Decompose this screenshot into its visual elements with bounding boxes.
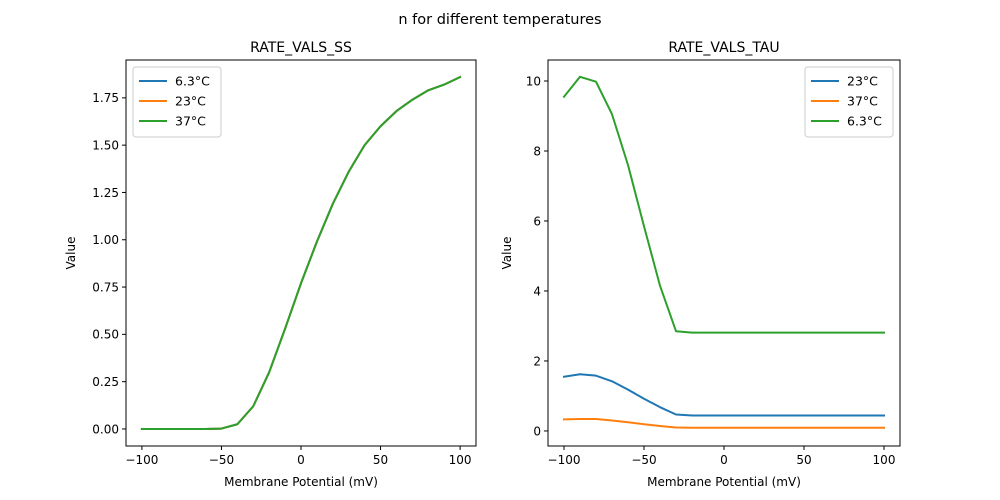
x-tick-label: 50 [796,453,811,467]
y-tick-label: 0 [533,424,541,438]
series-line-63C [562,75,885,334]
y-tick-label: 0.25 [92,375,119,389]
x-tick-label: 100 [449,453,472,467]
subplot-rate-vals-ss: RATE_VALS_SS Membrane Potential (mV) Val… [64,40,477,489]
x-tick-label: 100 [873,453,896,467]
x-tick-label: −100 [548,453,581,467]
y-tick-label: 4 [533,284,541,298]
x-tick-label: 50 [373,453,388,467]
legend-label: 6.3°C [175,74,210,89]
legend: 6.3°C 23°C 37°C [132,66,222,138]
x-axis-label: Membrane Potential (mV) [224,475,378,489]
y-axis-label: Value [64,237,78,270]
figure-suptitle: n for different temperatures [398,12,601,28]
legend: 23°C 37°C 6.3°C [804,66,894,138]
y-tick-label: 1.25 [92,186,119,200]
legend-label: 23°C [175,94,206,109]
series-line-37C [140,75,462,430]
x-tick-label: 0 [297,453,305,467]
y-tick-label: 1.50 [92,138,119,152]
x-tick-label: −100 [125,453,158,467]
y-tick-label: 1.00 [92,233,119,247]
y-tick-label: 10 [526,74,541,88]
x-tick-label: 0 [720,453,728,467]
legend-box [132,66,222,138]
subplot-title: RATE_VALS_TAU [668,40,779,56]
legend-label: 37°C [175,114,206,129]
y-tick-label: 2 [533,354,541,368]
legend-label: 23°C [847,74,878,89]
y-tick-label: 1.75 [92,91,119,105]
series-line-23C [562,373,885,417]
y-axis-label: Value [500,237,514,270]
subplot-rate-vals-tau: RATE_VALS_TAU Membrane Potential (mV) Va… [500,40,901,489]
legend-label: 37°C [847,94,878,109]
x-tick-label: −50 [631,453,656,467]
y-tick-label: 6 [533,214,541,228]
legend-label: 6.3°C [847,114,882,129]
y-tick-label: 0.75 [92,280,119,294]
y-tick-label: 0.50 [92,328,119,342]
x-tick-label: −50 [209,453,234,467]
x-axis-label: Membrane Potential (mV) [647,475,801,489]
subplot-title: RATE_VALS_SS [250,40,352,56]
y-tick-label: 8 [533,144,541,158]
legend-box [804,66,894,138]
series-line-37C [562,418,885,429]
y-tick-label: 0.00 [92,422,119,436]
